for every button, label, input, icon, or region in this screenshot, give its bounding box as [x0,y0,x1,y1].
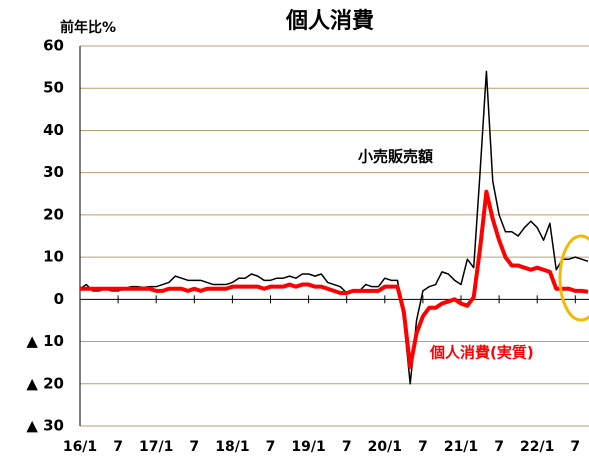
x-tick-label: 20/1 [368,439,402,455]
highlight-ellipse [558,234,589,322]
x-tick-label: 7 [418,439,428,455]
series-label: 小売販売額 [358,148,433,166]
y-tick-label: ▲ 20 [26,374,64,392]
y-tick-label: 40 [43,121,64,139]
x-tick-label: 19/1 [291,439,325,455]
y-tick-label: 0 [54,290,64,308]
x-tick-label: 7 [494,439,504,455]
x-tick-label: 7 [189,439,199,455]
series-line [79,70,589,385]
x-tick-label: 7 [266,439,276,455]
y-tick-label: 60 [43,37,64,55]
y-tick-label: 50 [43,79,64,97]
x-tick-label: 7 [342,439,352,455]
x-tick-label: 16/1 [63,439,97,455]
y-axis-label: 前年比% [60,19,116,36]
x-tick-label: 22/1 [520,439,554,455]
x-tick-label: 21/1 [444,439,478,455]
x-tick-label: 17/1 [139,439,173,455]
x-tick-label: 7 [570,439,580,455]
y-tick-label: 30 [43,163,64,181]
x-tick-label: 7 [113,439,123,455]
series-label: 個人消費(実質) [429,344,534,362]
chart-title: 個人消費 [285,9,374,34]
y-tick-label: ▲ 10 [26,332,64,350]
series-line [80,189,589,369]
y-tick-label: 20 [43,205,64,223]
y-tick-label: ▲ 30 [26,417,64,435]
y-tick-label: 10 [43,248,64,266]
x-tick-label: 18/1 [215,439,249,455]
